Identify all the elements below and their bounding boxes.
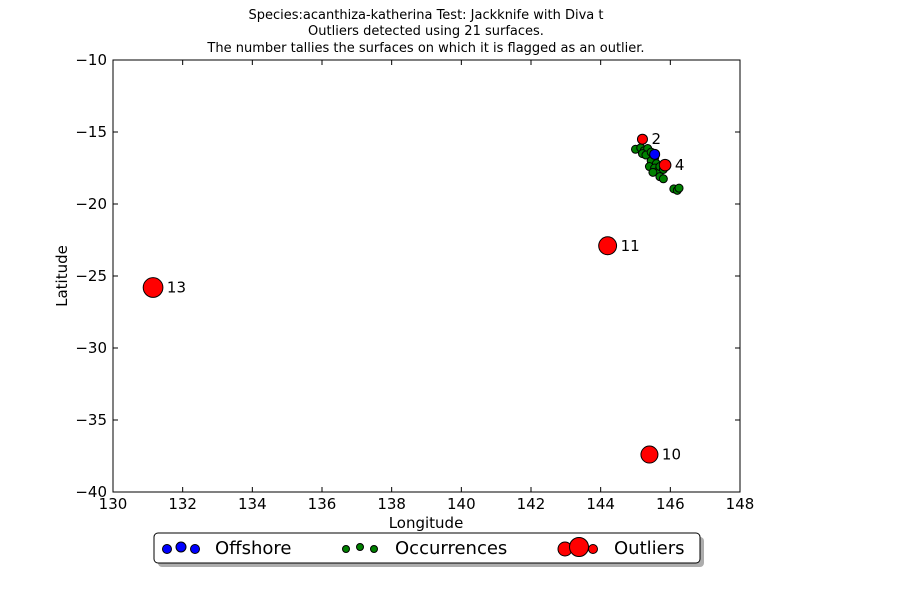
legend-label-outliers: Outliers	[614, 538, 685, 559]
y-tick-label: −15	[75, 123, 107, 141]
y-axis: −40 −35 −30 −25 −20 −15 −10	[75, 51, 740, 501]
x-tick-label: 148	[726, 495, 755, 513]
title-line-1: Species:acanthiza-katherina Test: Jackkn…	[249, 8, 604, 23]
legend-label-offshore: Offshore	[215, 538, 291, 559]
x-tick-label: 132	[168, 495, 197, 513]
legend-label-occurrences: Occurrences	[395, 538, 507, 559]
outliers-point	[636, 133, 648, 145]
x-tick-label: 130	[99, 495, 128, 513]
x-tick-label: 142	[517, 495, 546, 513]
y-tick-label: −20	[75, 195, 107, 213]
x-tick-label: 144	[586, 495, 615, 513]
occurrences-legend-marker	[342, 545, 350, 553]
offshore-legend-marker	[175, 541, 187, 553]
y-tick-label: −30	[75, 339, 107, 357]
outlier-count-label: 2	[651, 130, 661, 148]
y-tick-label: −40	[75, 483, 107, 501]
title-line-2: Outliers detected using 21 surfaces.	[308, 24, 544, 39]
outlier-count-label: 11	[621, 237, 640, 255]
chart-title: Species:acanthiza-katherina Test: Jackkn…	[206, 8, 644, 56]
occurrences-point	[674, 183, 684, 193]
offshore-point	[649, 148, 661, 160]
plot-frame	[112, 59, 741, 493]
outlier-count-label: 10	[662, 446, 681, 464]
x-tick-label: 146	[656, 495, 685, 513]
y-tick-label: −35	[75, 411, 107, 429]
y-tick-label: −10	[75, 51, 107, 69]
outlier-count-label: 4	[675, 156, 685, 174]
outliers-point	[598, 236, 618, 256]
outliers-point	[142, 277, 164, 298]
outlier-count-labels: 24 11 13 10	[167, 130, 685, 463]
x-axis-label: Longitude	[389, 514, 464, 532]
x-tick-label: 134	[238, 495, 267, 513]
outliers-point	[640, 445, 659, 464]
y-tick-label: −25	[75, 267, 107, 285]
occurrences-legend-marker	[356, 543, 364, 551]
outliers-legend-marker	[569, 537, 589, 557]
y-axis-label: Latitude	[53, 245, 71, 307]
occurrences-legend-marker	[370, 545, 378, 553]
x-axis: 130 132 134 136 138 140 142 144 146 148	[99, 60, 755, 513]
data-points	[142, 133, 684, 464]
x-tick-label: 140	[447, 495, 476, 513]
outliers-legend-marker	[588, 544, 598, 554]
outliers-point	[658, 158, 672, 172]
offshore-legend-marker	[190, 544, 200, 554]
title-line-3: The number tallies the surfaces on which…	[206, 41, 644, 56]
occurrences-point	[648, 167, 658, 177]
offshore-legend-marker	[162, 544, 172, 554]
x-tick-label: 138	[377, 495, 406, 513]
outlier-count-label: 13	[167, 279, 186, 297]
x-tick-label: 136	[308, 495, 337, 513]
occurrences-point	[658, 174, 668, 184]
legend: Offshore Occurrences Outliers	[153, 532, 704, 567]
